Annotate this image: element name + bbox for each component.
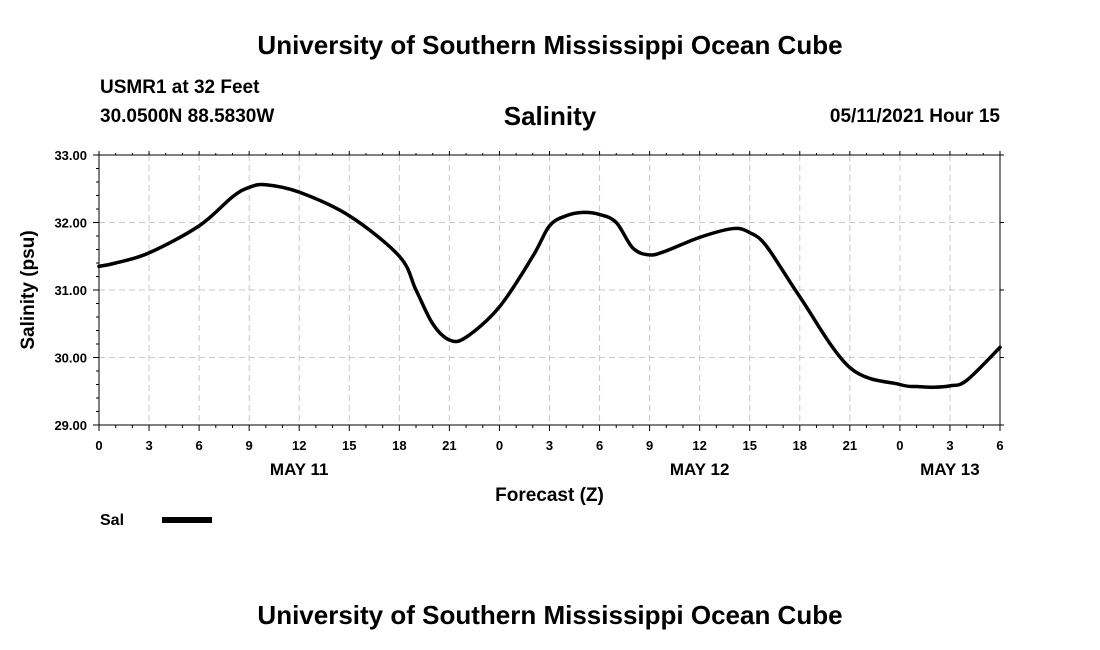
- y-tick-label: 32.00: [54, 216, 87, 231]
- x-tick-label: 6: [996, 438, 1003, 453]
- x-tick-label: 15: [742, 438, 756, 453]
- x-tick-label: 18: [392, 438, 406, 453]
- x-tick-label: 6: [596, 438, 603, 453]
- x-tick-label: 12: [292, 438, 306, 453]
- x-tick-label: 18: [793, 438, 807, 453]
- footer-title: University of Southern Mississippi Ocean…: [257, 600, 843, 630]
- series-line-sal: [97, 182, 1002, 389]
- x-tick-label: 0: [95, 438, 102, 453]
- x-tick-label: 3: [946, 438, 953, 453]
- page-title: University of Southern Mississippi Ocean…: [257, 30, 843, 60]
- legend-label: Sal: [100, 512, 124, 529]
- x-tick-label: 6: [195, 438, 202, 453]
- x-tick-label: 9: [646, 438, 653, 453]
- x-tick-label: 3: [145, 438, 152, 453]
- day-label: MAY 13: [920, 460, 980, 479]
- x-tick-label: 9: [246, 438, 253, 453]
- x-tick-label: 21: [442, 438, 456, 453]
- x-tick-label: 15: [342, 438, 356, 453]
- x-tick-label: 0: [496, 438, 503, 453]
- day-label: MAY 11: [270, 460, 329, 479]
- y-tick-label: 29.00: [54, 418, 87, 433]
- chart-title: Salinity: [503, 101, 597, 131]
- x-axis-label: Forecast (Z): [495, 485, 604, 506]
- x-tick-label: 21: [843, 438, 857, 453]
- day-label: MAY 12: [670, 460, 730, 479]
- y-tick-label: 33.00: [54, 148, 87, 163]
- y-tick-label: 30.00: [54, 351, 87, 366]
- y-axis-label: Salinity (psu): [18, 230, 39, 349]
- station-label: USMR1 at 32 Feet: [100, 77, 260, 98]
- y-tick-label: 31.00: [54, 283, 87, 298]
- x-tick-label: 0: [896, 438, 903, 453]
- x-tick-label: 3: [546, 438, 553, 453]
- station-coordinates: 30.0500N 88.5830W: [100, 106, 275, 127]
- forecast-datetime: 05/11/2021 Hour 15: [829, 106, 1000, 127]
- x-tick-label: 12: [692, 438, 706, 453]
